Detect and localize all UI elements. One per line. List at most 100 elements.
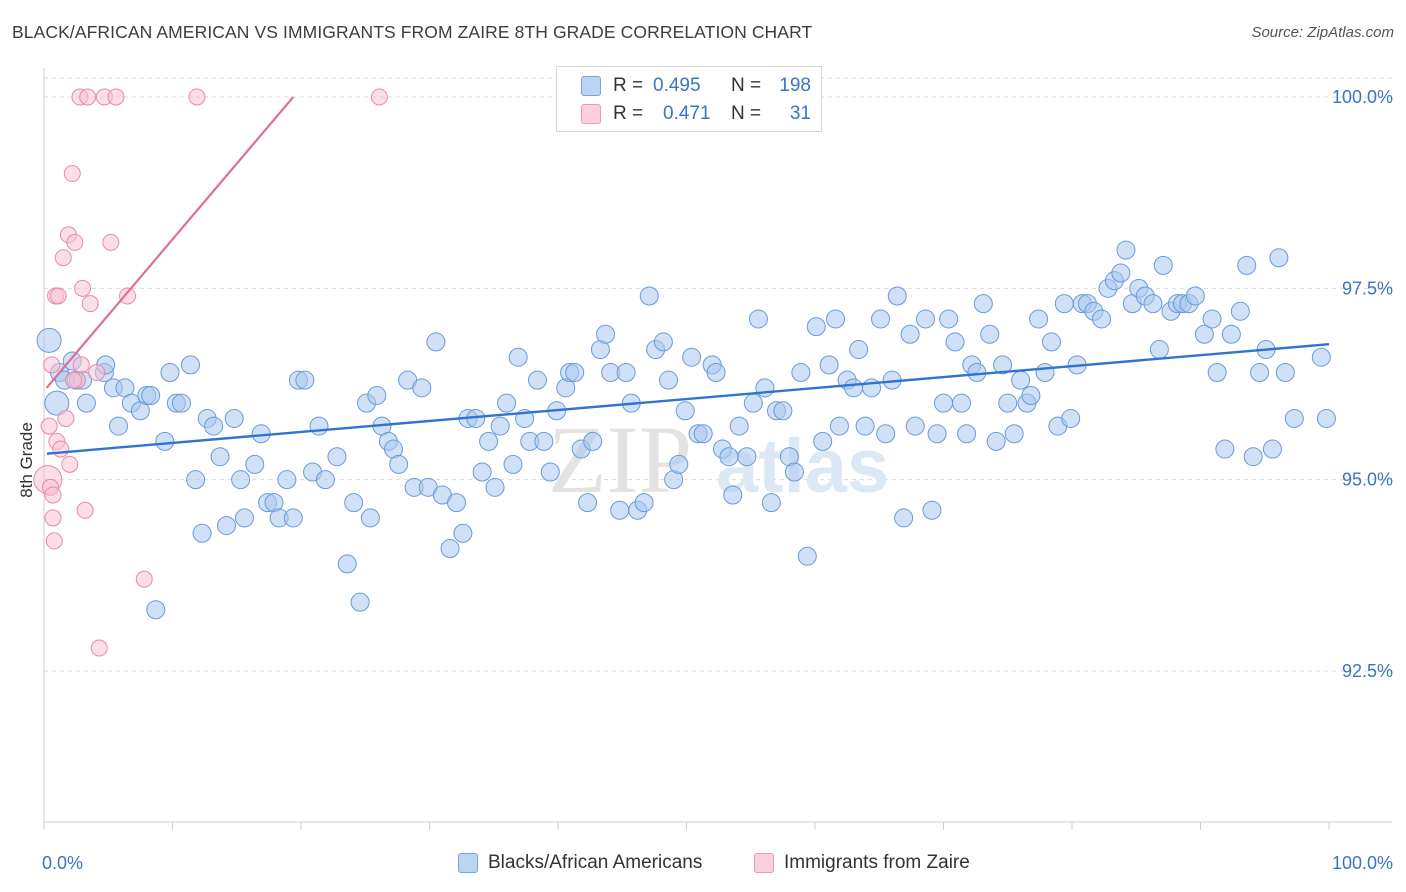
zaire-point <box>63 165 81 183</box>
blacks-point <box>939 309 959 329</box>
blacks-point <box>1194 324 1214 344</box>
series-zaire-points <box>33 88 388 657</box>
blacks-point <box>234 508 254 528</box>
blacks-point <box>743 393 763 413</box>
blacks-point <box>634 493 654 513</box>
blacks-point <box>723 485 743 505</box>
blacks-point <box>819 355 839 375</box>
blacks-point <box>596 324 616 344</box>
trend-lines <box>45 96 1330 455</box>
blacks-point <box>1041 332 1061 352</box>
blacks-point <box>773 401 793 421</box>
blacks-point <box>1061 408 1081 428</box>
blacks-point <box>210 447 230 467</box>
blacks-point <box>855 416 875 436</box>
blacks-point <box>565 363 585 383</box>
zaire-point <box>88 364 106 382</box>
blacks-point <box>1116 240 1136 260</box>
blacks-point <box>957 424 977 444</box>
blacks-point <box>171 393 191 413</box>
bottom-legend-swatch-pink <box>754 853 774 873</box>
blacks-point <box>927 424 947 444</box>
blacks-point <box>1230 301 1250 321</box>
zaire-point <box>57 409 75 427</box>
legend-swatch-blue <box>581 76 601 96</box>
blacks-point <box>1153 255 1173 275</box>
zaire-point <box>102 233 120 251</box>
blacks-point <box>916 309 936 329</box>
blacks-point <box>934 393 953 413</box>
blacks-point <box>109 416 129 436</box>
blacks-point <box>1250 363 1270 383</box>
blacks-point <box>797 546 817 566</box>
blacks-point <box>479 431 499 451</box>
blacks-point <box>503 454 523 474</box>
legend-r-label: R = <box>613 75 644 96</box>
blacks-point <box>1284 408 1304 428</box>
y-axis-label: 8th Grade <box>17 422 36 498</box>
y-tick-label: 100.0% <box>1332 87 1393 107</box>
blacks-point <box>998 393 1018 413</box>
blacks-point <box>327 447 347 467</box>
legend-n-label: N = <box>731 75 762 96</box>
blacks-point <box>719 447 739 467</box>
zaire-trend-line <box>45 96 295 389</box>
blacks-point <box>295 370 315 390</box>
legend-r-value: 0.471 <box>663 103 711 124</box>
blacks-point <box>180 355 200 375</box>
axes <box>43 68 1392 823</box>
y-tick-label: 95.0% <box>1342 470 1393 490</box>
y-tick-label: 92.5% <box>1342 661 1393 681</box>
blacks-point <box>1221 324 1241 344</box>
blacks-point <box>337 554 357 574</box>
blacks-point <box>1316 408 1336 428</box>
blacks-point <box>784 462 804 482</box>
legend-row-blacks: R = 0.495 N = 198 <box>581 73 811 99</box>
blacks-point <box>813 431 833 451</box>
blacks-point <box>146 600 166 620</box>
blacks-point <box>653 332 673 352</box>
blacks-trend-line <box>46 343 1330 455</box>
zaire-point <box>66 233 84 251</box>
blacks-point <box>283 508 303 528</box>
blacks-point <box>540 462 560 482</box>
blacks-point <box>309 416 329 436</box>
zaire-point <box>135 570 153 588</box>
blacks-point <box>616 363 636 383</box>
blacks-point <box>1035 363 1055 383</box>
blacks-point <box>706 363 726 383</box>
zaire-point <box>49 287 67 305</box>
blacks-point <box>844 378 864 398</box>
blacks-point <box>1215 439 1235 459</box>
blacks-point <box>1243 447 1263 467</box>
blacks-point <box>1269 248 1289 268</box>
bottom-legend-swatch-blue <box>458 853 478 873</box>
watermark-atlas: atlas <box>716 424 889 509</box>
blacks-point <box>231 470 251 490</box>
blacks-point <box>453 523 473 543</box>
zaire-point <box>74 279 92 297</box>
blacks-point <box>806 317 826 337</box>
blacks-point <box>876 424 896 444</box>
blacks-point <box>945 332 965 352</box>
legend-swatch-pink <box>581 104 601 124</box>
x-axis-ticks <box>43 822 1330 830</box>
zaire-point <box>44 486 62 504</box>
blacks-point <box>527 370 547 390</box>
blacks-point <box>1202 309 1222 329</box>
blacks-point <box>36 327 62 353</box>
blacks-point <box>1275 363 1295 383</box>
blacks-point <box>1143 294 1163 314</box>
bottom-legend-zaire: Immigrants from Zaire <box>754 852 970 874</box>
blacks-point <box>900 324 920 344</box>
zaire-point <box>72 356 90 374</box>
blacks-point <box>922 500 942 520</box>
bottom-legend-label-blacks: Blacks/African Americans <box>488 852 703 873</box>
zaire-point <box>90 639 108 657</box>
blacks-point <box>578 493 598 513</box>
zaire-point <box>119 287 137 305</box>
zaire-point <box>44 509 62 527</box>
zaire-point <box>76 501 94 519</box>
blacks-point <box>729 416 749 436</box>
